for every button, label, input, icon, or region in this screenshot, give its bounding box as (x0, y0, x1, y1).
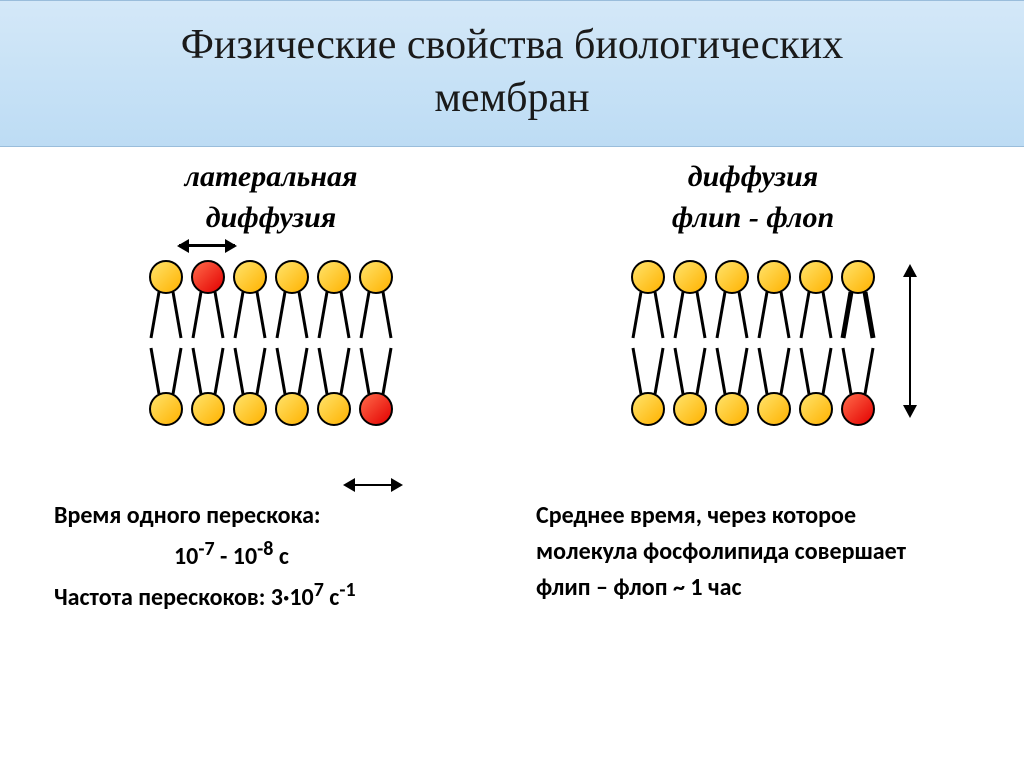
content-row: латеральная диффузия (0, 147, 1024, 616)
subtitle-ff-1: диффузия (688, 160, 819, 193)
panel-flipflop: диффузия флип - флоп (512, 157, 994, 616)
diagram-lateral (30, 260, 512, 470)
flipflop-arrow-icon (909, 266, 912, 416)
lipid (753, 346, 795, 426)
diagram-flipflop (512, 260, 994, 470)
lipid (795, 260, 837, 340)
lipid (145, 346, 187, 426)
lipid (313, 346, 355, 426)
cap-r3: флип – флоп ~ 1 час (536, 573, 742, 602)
lipid (145, 260, 187, 340)
cap-r2: молекула фосфолипида совершает (536, 537, 906, 566)
lipid (711, 346, 753, 426)
title-line-1: Физические свойства биологических (0, 19, 1024, 72)
caption-lateral: Время одного перескока: 10-7 - 10-8 с Ча… (30, 498, 512, 616)
subtitle-lateral: латеральная диффузия (185, 157, 358, 238)
lipid (711, 260, 753, 340)
cap-r1: Среднее время, через которое (536, 501, 856, 530)
lipid-red (187, 260, 229, 340)
lipid (795, 346, 837, 426)
subtitle-flipflop: диффузия флип - флоп (672, 157, 834, 238)
lipid (271, 346, 313, 426)
lipid (627, 346, 669, 426)
caption-flipflop: Среднее время, через которое молекула фо… (512, 498, 994, 606)
title-banner: Физические свойства биологических мембра… (0, 0, 1024, 147)
lipid-bottom-row (145, 346, 397, 426)
lipid-top-row (145, 260, 397, 340)
cap-l2: 10-7 - 10-8 с (54, 534, 488, 575)
lipid (669, 260, 711, 340)
lipid-top-row (627, 260, 879, 340)
subtitle-lateral-1: латеральная (185, 160, 358, 193)
title-line-2: мембран (0, 72, 1024, 125)
lipid-bold (837, 260, 879, 340)
lipid (229, 346, 271, 426)
lipid (753, 260, 795, 340)
lipid-red (837, 346, 879, 426)
lipid (271, 260, 313, 340)
subtitle-ff-2: флип - флоп (672, 201, 834, 234)
lipid-bottom-row (627, 346, 879, 426)
lipid (187, 346, 229, 426)
lipid (229, 260, 271, 340)
lateral-arrow-top-icon (179, 244, 235, 247)
lipid (669, 346, 711, 426)
subtitle-lateral-2: диффузия (206, 201, 337, 234)
panel-lateral: латеральная диффузия (30, 157, 512, 616)
cap-l1: Время одного перескока: (54, 501, 321, 530)
lipid (355, 260, 397, 340)
lateral-arrow-bottom-icon (345, 484, 401, 487)
cap-l3: Частота перескоков: 3·107 с-1 (54, 583, 356, 612)
lipid-red (355, 346, 397, 426)
lipid (627, 260, 669, 340)
lipid (313, 260, 355, 340)
